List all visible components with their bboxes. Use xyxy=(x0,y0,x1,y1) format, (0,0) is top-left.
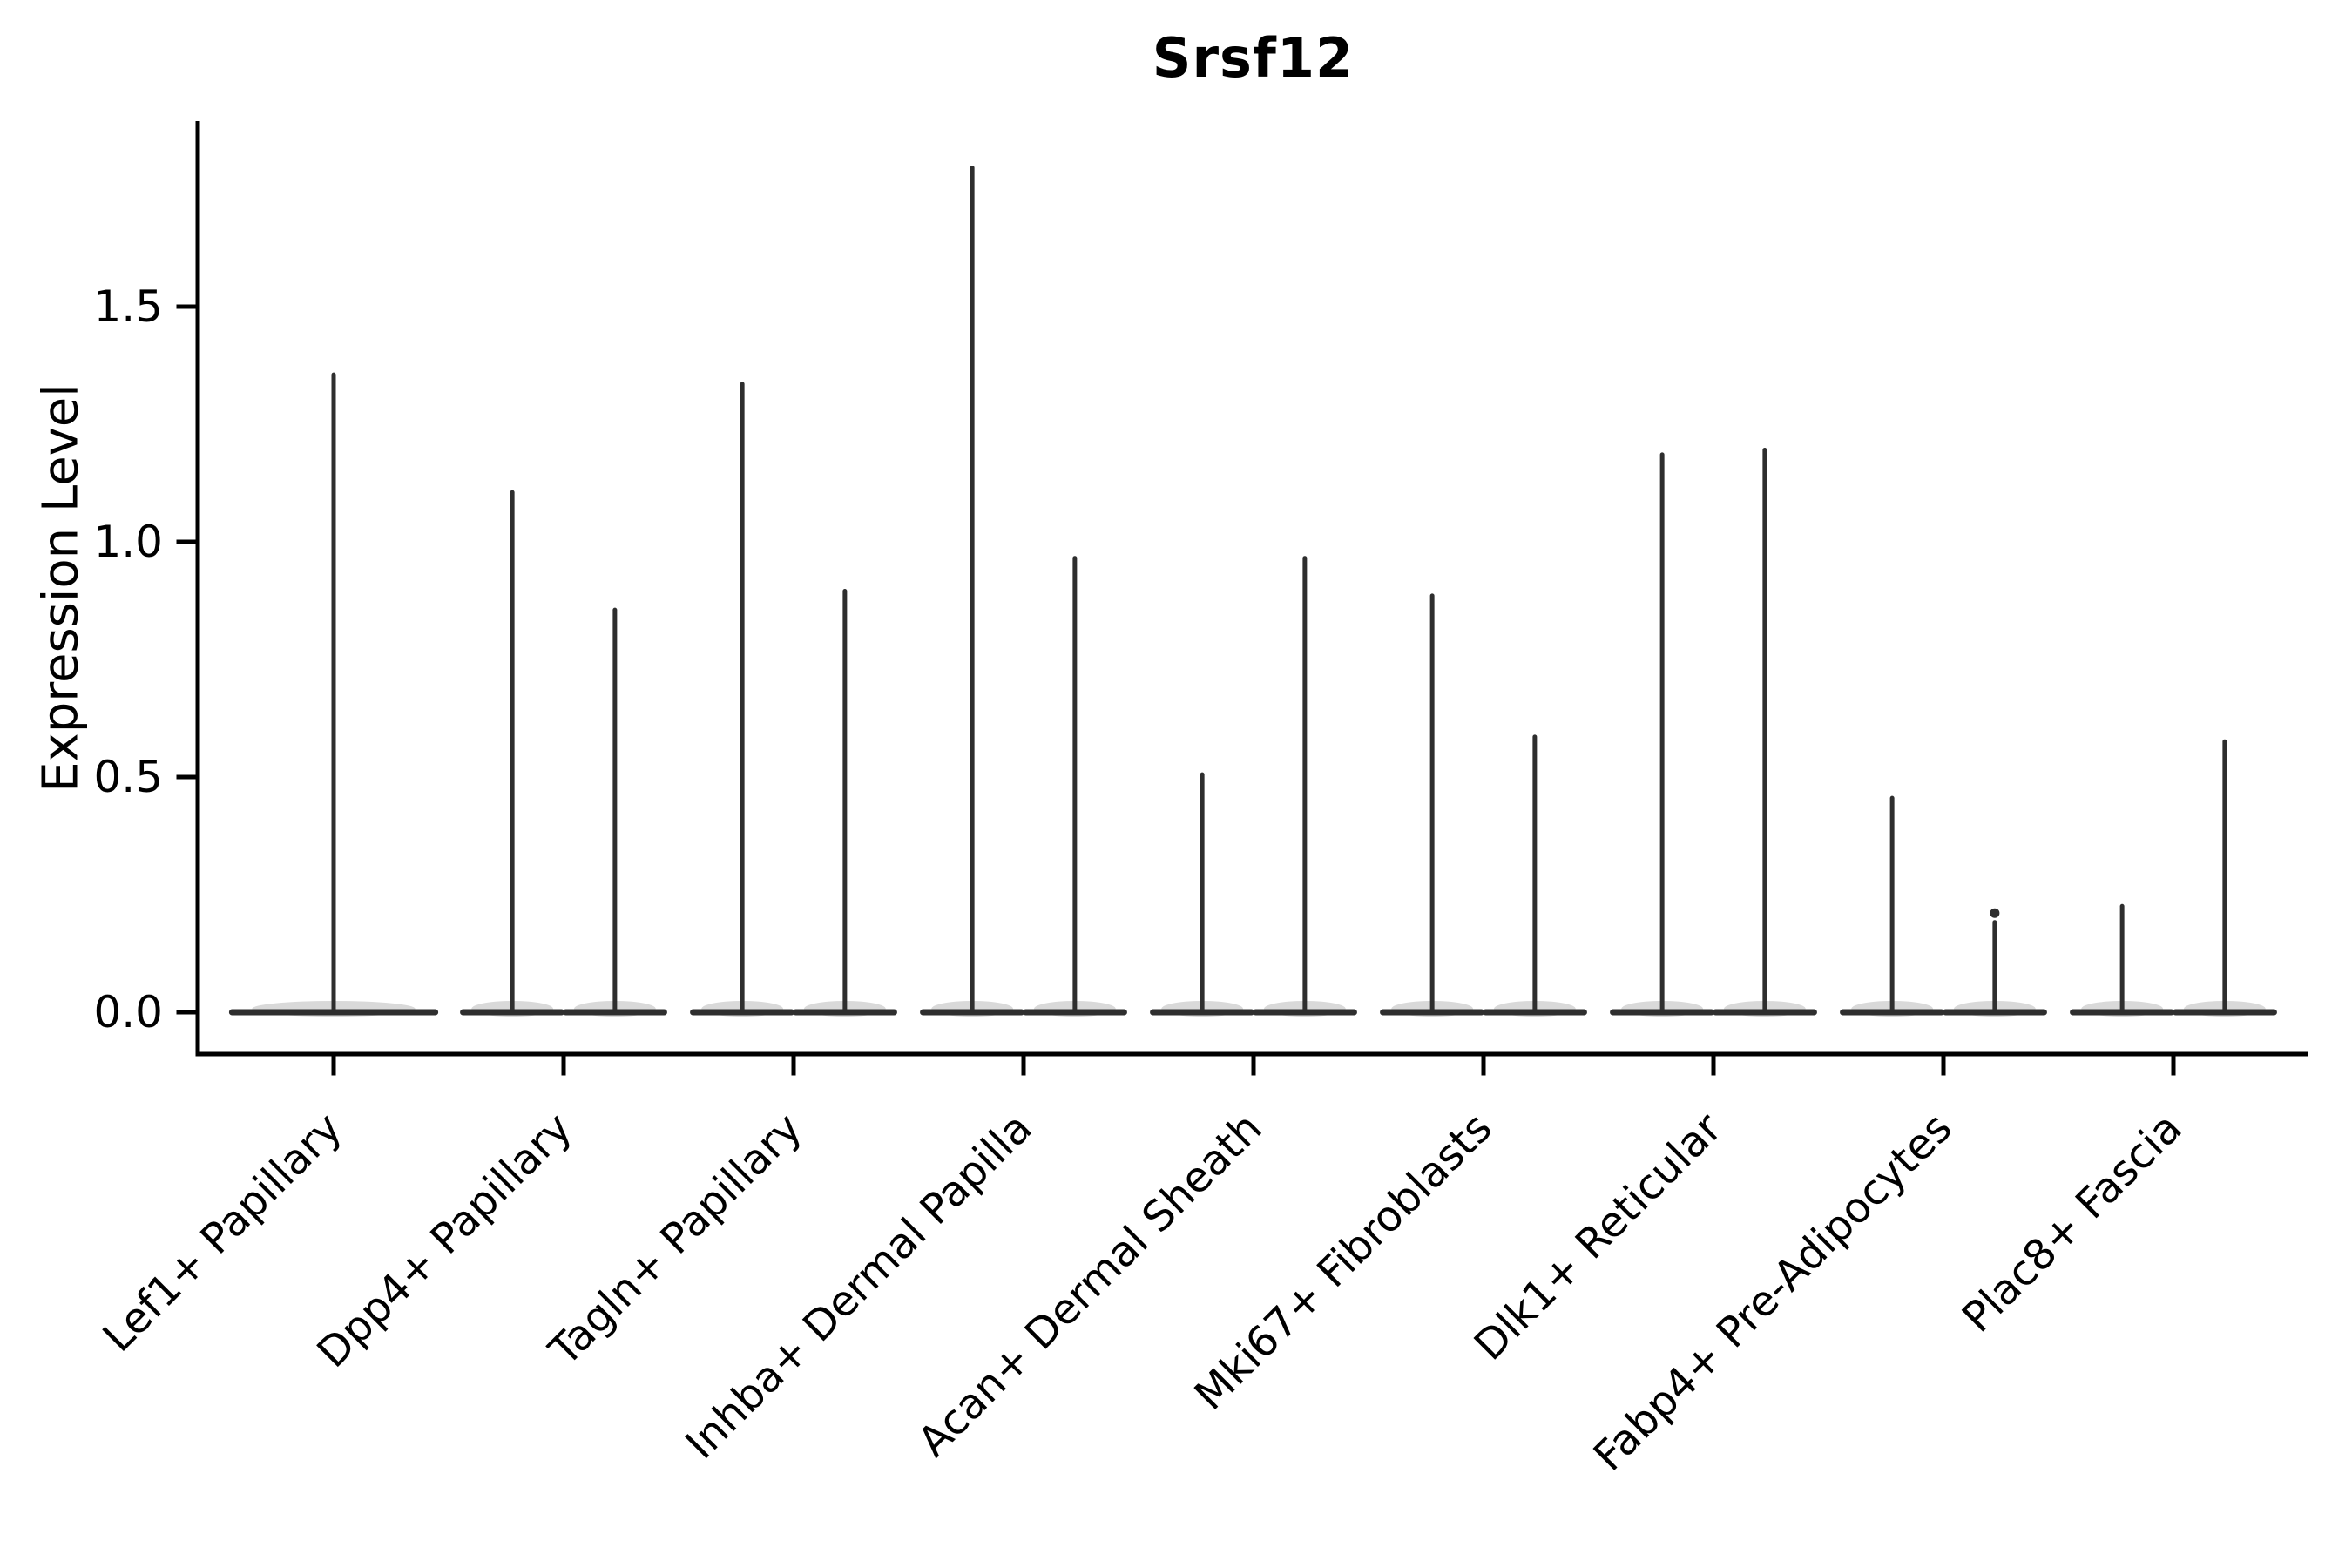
violin-spike xyxy=(1762,448,1767,1014)
y-tick xyxy=(176,304,196,309)
x-tick xyxy=(561,1056,566,1076)
x-tick xyxy=(331,1056,336,1076)
y-tick xyxy=(176,1010,196,1015)
y-tick-label: 1.5 xyxy=(93,281,163,332)
y-tick xyxy=(176,539,196,544)
violin-spike xyxy=(1072,556,1078,1014)
x-tick xyxy=(1021,1056,1026,1076)
category-label-tagln-papillary: Tagln+ Papillary xyxy=(539,1104,811,1375)
x-tick xyxy=(1481,1056,1486,1076)
category-label-dlk1-reticular: Dlk1+ Reticular xyxy=(1465,1104,1732,1370)
violin-spike xyxy=(1429,593,1435,1014)
violin-spike xyxy=(1992,920,1997,1014)
violin-spike xyxy=(331,372,336,1015)
violin-spike xyxy=(1532,734,1538,1014)
x-tick xyxy=(2171,1056,2176,1076)
violin-spike xyxy=(1200,772,1205,1014)
y-tick-label: 0.5 xyxy=(93,752,163,802)
violin-spike xyxy=(612,607,618,1014)
violin-spike xyxy=(1889,795,1895,1014)
category-label-dpp4-papillary: Dpp4+ Papillary xyxy=(308,1104,581,1377)
category-label-plac8-fascia: Plac8+ Fascia xyxy=(1953,1104,2192,1342)
x-tick xyxy=(1941,1056,1946,1076)
y-tick-label: 0.0 xyxy=(93,987,163,1037)
violin-knob xyxy=(1990,908,2000,918)
violin-spike xyxy=(970,166,975,1014)
y-axis-spine xyxy=(195,121,200,1057)
category-label-lef1-papillary: Lef1+ Papillary xyxy=(94,1104,352,1362)
violin-spike xyxy=(1659,452,1665,1014)
violin-spike xyxy=(1302,556,1308,1014)
violin-spike xyxy=(740,382,745,1014)
x-tick xyxy=(791,1056,796,1076)
y-tick xyxy=(176,774,196,780)
x-tick xyxy=(1711,1056,1716,1076)
violin-spike xyxy=(2119,903,2125,1014)
y-tick-label: 1.0 xyxy=(93,517,163,567)
x-tick xyxy=(1251,1056,1256,1076)
x-axis-spine xyxy=(195,1051,2308,1057)
violin-spike xyxy=(510,490,515,1014)
chart-title: Srsf12 xyxy=(1152,26,1355,90)
violin-spike xyxy=(2222,739,2227,1014)
violin-spike xyxy=(842,589,848,1014)
